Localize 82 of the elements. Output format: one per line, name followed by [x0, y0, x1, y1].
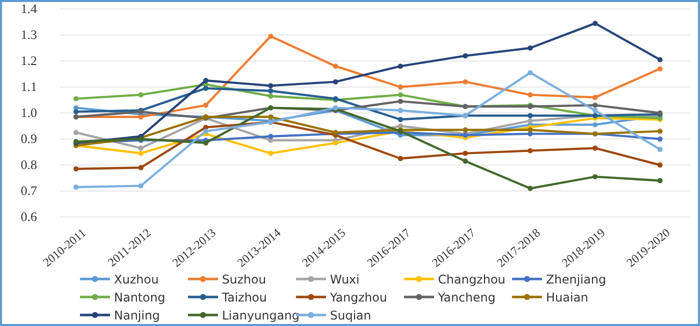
legend-label: Suzhou: [222, 272, 266, 286]
point: [592, 146, 598, 151]
point: [657, 57, 663, 62]
point: [528, 92, 533, 98]
point: [268, 94, 274, 99]
point: [268, 114, 274, 120]
point: [462, 150, 468, 156]
point: [268, 134, 274, 139]
point: [592, 108, 598, 113]
legend-label: Zhenjiang: [546, 272, 606, 286]
y-tick-label: 0.8: [20, 157, 37, 172]
legend-label: Wuxi: [330, 272, 360, 286]
legend-label: Huaian: [546, 290, 588, 304]
point: [332, 140, 338, 146]
y-tick-label: 1.4: [20, 1, 38, 16]
point: [332, 64, 338, 69]
legend-label: Lianyungang: [222, 308, 300, 322]
point: [592, 102, 598, 108]
point: [73, 109, 79, 114]
point: [462, 127, 468, 132]
point: [657, 178, 663, 184]
point: [73, 184, 79, 190]
point: [462, 158, 468, 164]
legend-label: Xuzhou: [114, 272, 159, 286]
point: [138, 92, 144, 98]
point: [268, 83, 274, 88]
point: [528, 186, 533, 191]
point: [528, 118, 533, 124]
point: [528, 148, 533, 154]
point: [592, 94, 598, 100]
y-tick-label: 1.2: [20, 53, 37, 68]
point: [203, 78, 208, 84]
point: [528, 45, 533, 51]
y-tick-label: 0.7: [20, 183, 38, 198]
point: [332, 79, 338, 84]
point: [203, 140, 208, 146]
legend-label: Taizhou: [221, 290, 267, 304]
legend-label: Yangzhou: [329, 290, 388, 304]
point: [592, 174, 598, 180]
point: [268, 88, 274, 94]
point: [528, 70, 533, 76]
point: [398, 98, 404, 104]
point: [657, 146, 663, 152]
point: [462, 79, 468, 84]
point: [398, 64, 404, 69]
y-tick-label: 1.0: [20, 105, 37, 120]
point: [138, 114, 144, 120]
point: [203, 86, 208, 91]
point: [657, 128, 663, 134]
point: [657, 136, 663, 142]
point: [398, 116, 404, 122]
legend-label: Yancheng: [437, 290, 496, 304]
point: [398, 108, 404, 113]
point: [592, 20, 598, 26]
point: [657, 66, 663, 72]
point: [398, 156, 404, 162]
point: [138, 146, 144, 151]
y-tick-label: 0.6: [20, 209, 38, 224]
legend-label: Nantong: [114, 290, 166, 304]
point: [138, 183, 144, 188]
point: [138, 150, 144, 156]
y-tick-label: 1.3: [20, 27, 37, 42]
point: [203, 102, 208, 108]
point: [398, 84, 404, 90]
point: [528, 127, 533, 132]
point: [73, 130, 79, 136]
y-tick-label: 1.1: [20, 79, 37, 94]
point: [268, 34, 274, 39]
point: [592, 122, 598, 128]
point: [528, 113, 533, 118]
point: [268, 150, 274, 156]
point: [73, 166, 79, 172]
point: [203, 128, 208, 134]
point: [73, 96, 79, 102]
legend-label: Nanjing: [114, 308, 160, 322]
point: [398, 92, 404, 98]
legend-label: Suqian: [330, 308, 372, 322]
point: [138, 165, 144, 170]
legend-label: Changzhou: [438, 272, 506, 286]
point: [462, 53, 468, 58]
point: [657, 162, 663, 168]
y-tick-label: 0.9: [20, 131, 37, 146]
